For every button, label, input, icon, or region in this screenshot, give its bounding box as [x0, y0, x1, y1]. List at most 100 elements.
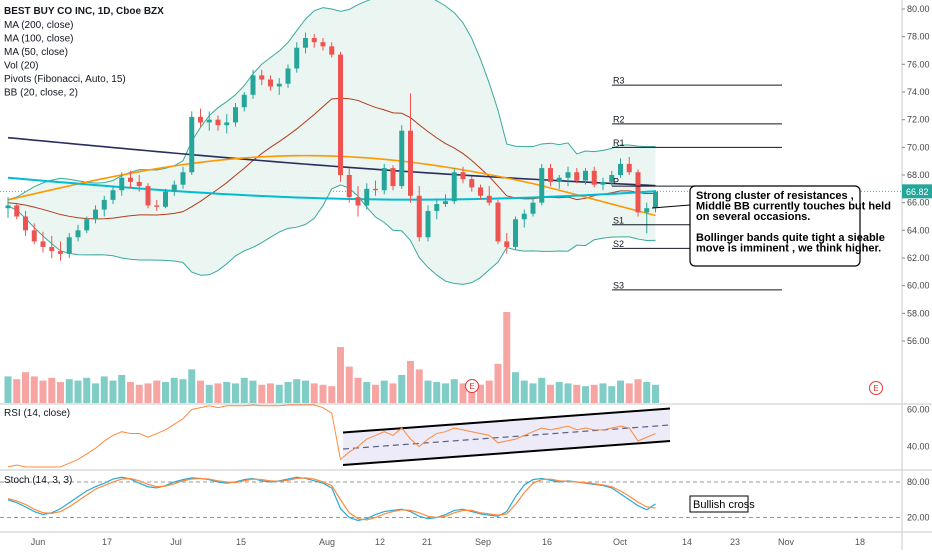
earnings-marker — [869, 381, 883, 395]
volume-bar — [564, 383, 572, 403]
candle-body — [198, 116, 203, 123]
candle-body — [434, 204, 440, 211]
pivot-label-r3: R3 — [613, 76, 625, 86]
candle-body — [268, 79, 273, 87]
volume-bar — [170, 377, 178, 403]
candle-body — [294, 47, 300, 69]
date-tick-label: Nov — [778, 537, 795, 547]
candle-body — [425, 210, 431, 238]
date-tick-label: 12 — [375, 537, 385, 547]
date-tick-label: 18 — [855, 537, 865, 547]
price-tick-label: 78.00 — [907, 32, 930, 42]
candle-body — [504, 241, 510, 247]
price-tick-label: 58.00 — [907, 308, 930, 318]
candle-body — [49, 246, 55, 252]
legend-entry: MA (50, close) — [4, 47, 68, 58]
candle-body — [233, 107, 238, 123]
candle-body — [364, 188, 370, 206]
candle-body — [276, 83, 282, 87]
candle-body — [163, 191, 168, 207]
candle-body — [478, 187, 483, 196]
moving-average-100 — [7, 154, 656, 217]
volume-bar — [398, 375, 406, 403]
volume-bar — [92, 383, 99, 403]
stoch-d-line — [7, 477, 656, 521]
price-tick-label: 68.00 — [907, 170, 930, 180]
volume-bar — [625, 383, 633, 403]
volume-bar — [65, 379, 73, 403]
date-tick-label: Jun — [31, 537, 46, 547]
candle-body — [495, 202, 501, 242]
candle-body — [189, 116, 195, 173]
moving-average-200 — [7, 176, 656, 201]
price-tick-label: 56.00 — [907, 336, 930, 346]
volume-bar — [205, 384, 213, 403]
earnings-marker — [465, 379, 479, 393]
volume-bar — [232, 383, 239, 403]
candle-body — [215, 119, 221, 126]
legend-entry: MA (200, close) — [4, 20, 73, 31]
volume-bar — [118, 375, 126, 403]
candle-body — [635, 172, 641, 213]
candle-body — [513, 219, 518, 247]
resistance-note-line: Bollinger bands quite tight a sieable — [696, 232, 885, 244]
candle-body — [591, 170, 597, 185]
date-tick-label: 15 — [236, 537, 246, 547]
volume-bar — [240, 377, 248, 403]
volume-bar — [293, 379, 301, 403]
resistance-note-box — [689, 185, 861, 267]
rsi-channel-midline — [342, 424, 671, 450]
price-tick-label: 80.00 — [907, 4, 930, 14]
bollinger-band-fill — [8, 0, 656, 285]
candle-body — [644, 208, 650, 213]
date-tick-label: Sep — [475, 537, 491, 547]
volume-bar — [188, 369, 196, 403]
candle-body — [31, 230, 37, 242]
candle-body — [609, 175, 615, 182]
candle-body — [75, 230, 81, 238]
volume-bar — [214, 383, 222, 403]
pivot-label-r1: R1 — [613, 138, 625, 148]
volume-bar — [608, 386, 616, 403]
rsi-channel-lower — [342, 440, 671, 466]
bollinger-upper-band — [7, 0, 656, 201]
candle-body — [93, 209, 98, 220]
candle-body — [84, 219, 90, 231]
volume-bar — [617, 380, 624, 403]
volume-bar — [512, 372, 519, 403]
resistance-note-line: Middle BB currently touches but held — [696, 201, 891, 213]
candle-body — [23, 216, 28, 231]
volume-bar — [599, 383, 607, 403]
volume-bar — [144, 383, 152, 403]
volume-bar — [249, 380, 257, 403]
candle-body — [346, 175, 352, 198]
volume-bar — [48, 377, 56, 403]
volume-bar — [442, 383, 449, 403]
current-price-tag — [902, 184, 932, 199]
volume-bar — [74, 380, 82, 403]
rsi-tick-label: 40.00 — [907, 442, 930, 452]
candle-body — [451, 172, 457, 202]
volume-bar — [284, 382, 292, 403]
candle-body — [416, 195, 422, 238]
candle-body — [373, 188, 378, 191]
legend-entry: Vol (20) — [4, 61, 38, 72]
pivot-label-r2: R2 — [613, 114, 625, 124]
candle-body — [443, 201, 448, 205]
stoch-title: Stoch (14, 3, 3) — [4, 475, 72, 486]
volume-bar — [258, 384, 266, 403]
earnings-marker-label: E — [469, 382, 474, 391]
volume-bar — [485, 380, 493, 403]
candle-body — [171, 184, 177, 192]
candle-body — [329, 46, 335, 55]
current-price-tag-label: 66.82 — [906, 187, 929, 197]
candle-body — [408, 130, 413, 196]
rsi-tick-label: 60.00 — [907, 405, 930, 415]
volume-bar — [555, 382, 563, 403]
stoch-tick-label: 80.00 — [907, 477, 930, 487]
volume-bar — [100, 376, 108, 403]
candle-body — [259, 75, 265, 80]
volume-bar — [223, 382, 231, 403]
volume-bar — [407, 361, 414, 403]
